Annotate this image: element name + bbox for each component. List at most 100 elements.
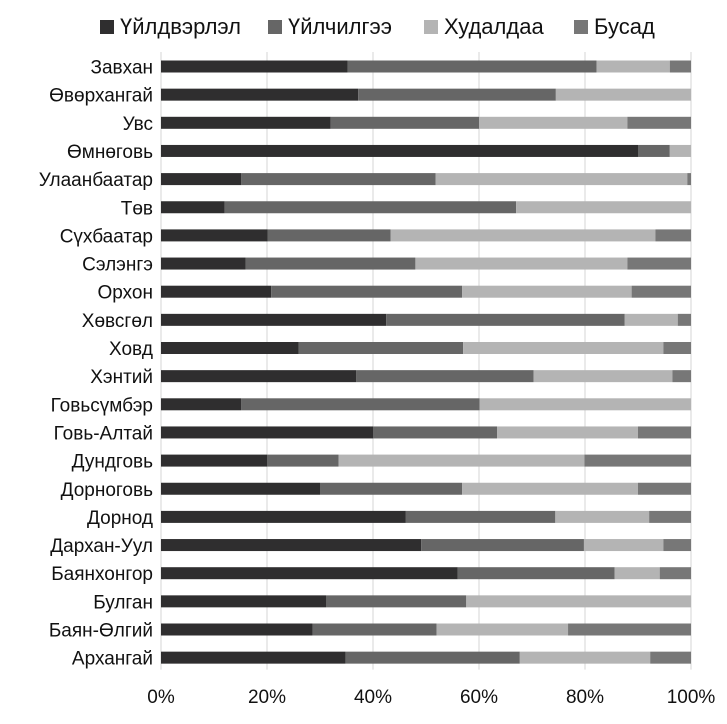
category-label: Увс xyxy=(123,114,153,135)
legend-label-production: Үйлдвэрлэл xyxy=(120,14,242,39)
category-label: Хөвсгөл xyxy=(82,311,153,332)
bar-segment xyxy=(161,454,267,467)
bar-segment xyxy=(345,651,520,664)
legend-swatch-trade xyxy=(424,20,438,34)
bar-segment xyxy=(161,482,320,495)
category-label: Өмнөговь xyxy=(67,142,153,163)
bar-segment xyxy=(347,60,597,73)
bar-segment xyxy=(555,510,650,523)
bar-segment xyxy=(161,651,346,664)
bar-segment xyxy=(373,426,498,439)
bar-segment xyxy=(519,651,651,664)
bar-segment xyxy=(161,201,225,214)
bar-segment xyxy=(627,116,691,129)
category-label: Завхан xyxy=(91,58,153,79)
bar-segment xyxy=(596,60,670,73)
bar-segment xyxy=(462,482,638,495)
bar-segment xyxy=(271,285,463,298)
x-tick-label: 100% xyxy=(667,687,716,708)
bar-segment xyxy=(161,173,242,186)
legend-label-other: Бусад xyxy=(594,14,655,39)
bar-segment xyxy=(462,285,632,298)
bar-segment xyxy=(479,398,691,411)
bar-segment xyxy=(466,595,691,608)
bar-segment xyxy=(161,60,348,73)
x-tick-label: 80% xyxy=(566,687,604,708)
bar-segment xyxy=(161,285,272,298)
bar-segment xyxy=(638,482,691,495)
bar-segment xyxy=(583,539,664,552)
bar-segment xyxy=(669,144,691,157)
bar-segment xyxy=(672,370,691,383)
bar-segment xyxy=(627,257,691,270)
bar-segment xyxy=(161,398,242,411)
bar-segment xyxy=(161,370,357,383)
bar-segment xyxy=(358,88,556,101)
bar-segment xyxy=(655,229,691,242)
bar-segment xyxy=(161,595,327,608)
legend-item-trade: Худалдаа xyxy=(424,12,544,42)
bar-segment xyxy=(669,60,691,73)
bar-segment xyxy=(161,313,387,326)
category-label: Булган xyxy=(93,592,153,613)
bar-segment xyxy=(555,88,691,101)
category-label: Хэнтий xyxy=(90,367,153,388)
bar-segment xyxy=(390,229,656,242)
category-label: Өвөрхангай xyxy=(49,86,153,107)
bar-segment xyxy=(663,539,691,552)
bar-segment xyxy=(631,285,691,298)
legend-label-trade: Худалдаа xyxy=(444,14,544,39)
legend-item-services: Үйлчилгээ xyxy=(268,12,392,42)
bar-segment xyxy=(161,257,246,270)
bar-segment xyxy=(161,539,422,552)
bar-segment xyxy=(267,229,391,242)
bar-segment xyxy=(497,426,638,439)
bar-segment xyxy=(638,426,691,439)
x-tick-label: 20% xyxy=(248,687,286,708)
bar-segment xyxy=(677,313,691,326)
bar-segment xyxy=(533,370,673,383)
legend-item-production: Үйлдвэрлэл xyxy=(100,12,241,42)
category-label: Улаанбаатар xyxy=(39,170,153,191)
bar-segment xyxy=(463,342,664,354)
bar-segment xyxy=(326,595,467,608)
legend-label-services: Үйлчилгээ xyxy=(288,14,392,39)
legend-swatch-other xyxy=(574,20,588,34)
category-label: Дархан-Уул xyxy=(50,536,153,557)
bar-segment xyxy=(421,539,584,552)
bar-segment xyxy=(224,201,517,214)
bar-segment xyxy=(516,201,691,214)
category-label: Сэлэнгэ xyxy=(82,255,153,276)
bar-segment xyxy=(568,623,691,636)
x-tick-label: 0% xyxy=(147,687,175,708)
bar-segment xyxy=(614,567,660,580)
bar-segment xyxy=(161,623,313,636)
bar-segment xyxy=(241,173,436,186)
chart-legend: Үйлдвэрлэл Үйлчилгээ Худалдаа Бусад xyxy=(0,12,727,42)
bar-segment xyxy=(161,229,268,242)
bar-segment xyxy=(479,116,628,129)
bar-segment xyxy=(338,454,585,467)
bar-segment xyxy=(386,313,625,326)
legend-item-other: Бусад xyxy=(574,12,655,42)
bar-segment xyxy=(161,88,359,101)
bar-segment xyxy=(649,510,691,523)
category-label: Баянхонгор xyxy=(51,564,153,585)
bar-segment xyxy=(245,257,416,270)
x-tick-label: 40% xyxy=(354,687,392,708)
legend-swatch-services xyxy=(268,20,282,34)
bar-segment xyxy=(687,173,691,186)
bar-segment xyxy=(161,567,458,580)
category-label: Дорнод xyxy=(87,508,153,529)
x-tick-label: 60% xyxy=(460,687,498,708)
bar-segment xyxy=(457,567,615,580)
category-label: Орхон xyxy=(98,283,153,304)
bar-segment xyxy=(650,651,691,664)
category-label: Дундговь xyxy=(72,452,154,473)
bar-segment xyxy=(638,144,670,157)
bar-segment xyxy=(267,454,339,467)
bar-segment xyxy=(435,173,688,186)
category-label: Ховд xyxy=(109,339,153,360)
bar-segment xyxy=(161,510,406,523)
legend-swatch-production xyxy=(100,20,114,34)
